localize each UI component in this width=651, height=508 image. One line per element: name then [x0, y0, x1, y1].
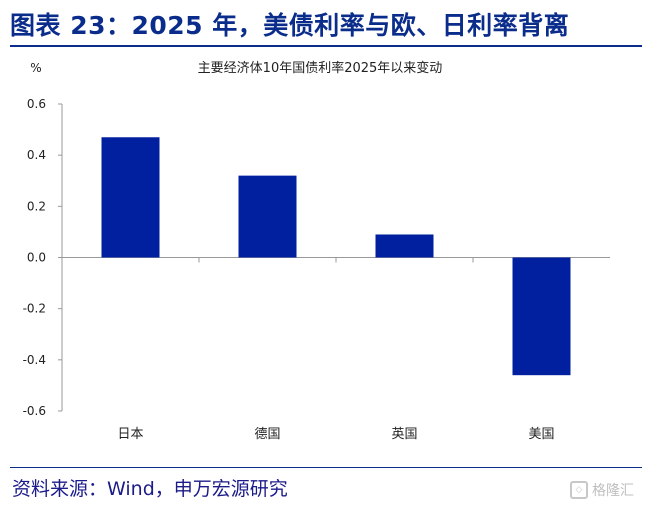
y-tick-label: -0.4 [23, 353, 46, 367]
x-tick-label: 德国 [254, 427, 280, 442]
source-rule [10, 467, 642, 468]
x-tick-label: 英国 [391, 427, 417, 442]
y-tick-label: 0.4 [27, 148, 46, 162]
y-ticks: 0.6 0.4 0.2 0.0 -0.2 -0.4 -0.6 [23, 97, 62, 418]
bar [238, 175, 297, 258]
y-tick-label: 0.2 [27, 199, 46, 213]
bar [375, 234, 434, 258]
y-tick-label: 0.6 [27, 97, 46, 111]
bar [512, 257, 571, 376]
figure-title: 图表 23：2025 年，美债利率与欧、日利率背离 [10, 11, 570, 40]
bar [101, 137, 160, 258]
bars [101, 137, 571, 376]
x-ticks: 日本 德国 英国 美国 [117, 427, 554, 442]
y-tick-label: -0.6 [23, 404, 46, 418]
y-axis-unit: % [30, 61, 41, 75]
y-tick-label: -0.2 [23, 302, 46, 316]
x-tick-label: 美国 [528, 427, 554, 442]
watermark-text: 格隆汇 [592, 483, 634, 499]
chart-title: 主要经济体10年国债利率2025年以来变动 [198, 60, 443, 76]
bar-chart: 主要经济体10年国债利率2025年以来变动 % 0.6 0.4 0.2 0.0 -0.2… [23, 60, 610, 442]
watermark-logo-icon: ◇ [570, 481, 588, 499]
y-tick-label: 0.0 [27, 251, 46, 265]
title-rule [10, 45, 642, 47]
source-note: 资料来源：Wind，申万宏源研究 [12, 478, 288, 500]
watermark: ◇ 格隆汇 [570, 480, 634, 500]
x-tick-label: 日本 [117, 427, 143, 442]
